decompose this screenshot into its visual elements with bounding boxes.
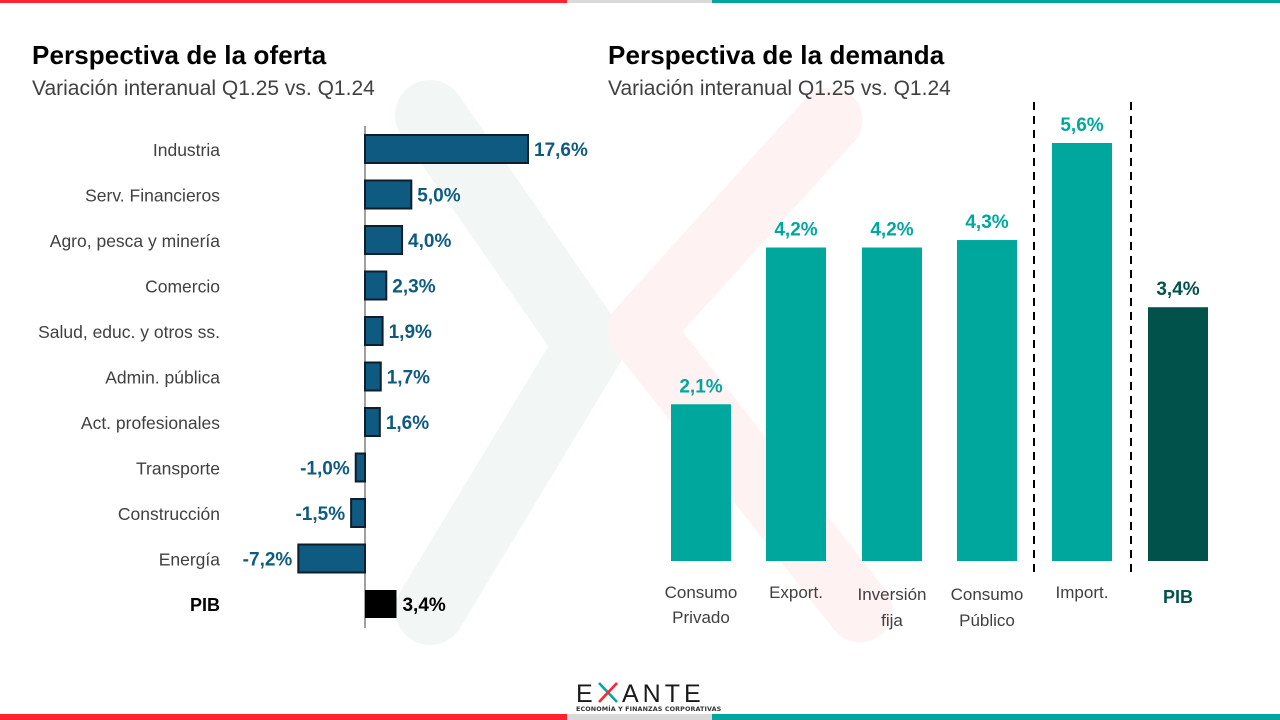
exante-logo: E ANTE ECONOMÍA Y FINANZAS CORPORATIVAS	[560, 676, 722, 713]
supply-value-label: -1,5%	[295, 504, 345, 525]
supply-category-label: Comercio	[145, 277, 220, 297]
logo-tagline: ECONOMÍA Y FINANZAS CORPORATIVAS	[576, 705, 722, 713]
top-stripe-red	[0, 0, 567, 3]
supply-value-label: 3,4%	[402, 595, 445, 616]
supply-category-label: Agro, pesca y minería	[50, 231, 220, 251]
logo-wordmark-ante: ANTE	[622, 680, 705, 708]
supply-value-label: 5,0%	[417, 186, 460, 207]
supply-category-label: Construcción	[118, 504, 220, 524]
demand-category-label: Import.	[1056, 583, 1109, 602]
demand-category-label: Privado	[672, 608, 730, 627]
supply-bar	[364, 270, 388, 301]
demand-bar-pib	[1148, 307, 1208, 561]
demand-category-label: fija	[881, 611, 903, 630]
demand-category-label: Público	[959, 611, 1015, 630]
supply-bar	[364, 407, 381, 437]
demand-bar	[766, 247, 826, 561]
bottom-stripe-red	[0, 714, 567, 720]
right-panel-subtitle: Variación interanual Q1.25 vs. Q1.24	[608, 77, 951, 100]
left-panel-subtitle: Variación interanual Q1.25 vs. Q1.24	[32, 77, 375, 100]
demand-value-label: 4,2%	[774, 220, 817, 241]
supply-value-label: 17,6%	[534, 140, 588, 161]
supply-bar	[297, 543, 366, 574]
left-panel-title: Perspectiva de la oferta	[32, 40, 327, 70]
demand-bar	[1052, 143, 1112, 561]
supply-category-label: PIB	[190, 595, 220, 615]
supply-value-label: -7,2%	[243, 550, 293, 571]
watermark-green-chevron	[395, 80, 625, 645]
supply-category-label: Industria	[153, 140, 220, 160]
demand-value-label: 4,3%	[965, 212, 1008, 233]
demand-value-label: 2,1%	[679, 376, 722, 397]
right-panel-title: Perspectiva de la demanda	[608, 40, 945, 70]
supply-bar	[350, 498, 366, 528]
demand-value-label: 4,2%	[870, 220, 913, 241]
top-stripe-teal	[712, 0, 1280, 3]
supply-bar	[364, 225, 404, 255]
top-stripe-gray	[567, 0, 712, 3]
bottom-stripe-gray	[567, 714, 712, 720]
supply-category-label: Act. profesionales	[81, 413, 220, 433]
supply-bar	[364, 179, 413, 210]
supply-bar	[364, 361, 382, 392]
logo-x-mark: E ANTE	[576, 680, 705, 708]
supply-value-label: 2,3%	[392, 277, 435, 298]
bottom-stripe-teal	[712, 714, 1280, 720]
supply-bar-pib	[365, 590, 397, 618]
demand-category-label: Export.	[769, 583, 823, 602]
supply-category-label: Transporte	[136, 459, 220, 479]
logo-letter-e: E	[576, 680, 593, 708]
supply-value-label: 1,6%	[386, 413, 429, 434]
demand-bar	[862, 247, 922, 561]
supply-category-label: Salud, educ. y otros ss.	[38, 322, 220, 342]
supply-value-label: 4,0%	[408, 231, 451, 252]
supply-bar	[354, 452, 367, 483]
supply-bar	[364, 134, 529, 164]
logo-x-red-stroke	[598, 682, 618, 703]
demand-category-label: PIB	[1163, 587, 1193, 607]
supply-value-label: -1,0%	[300, 459, 350, 480]
supply-category-label: Admin. pública	[105, 368, 220, 388]
demand-value-label: 3,4%	[1156, 279, 1199, 300]
demand-bar	[957, 240, 1017, 562]
demand-bar	[671, 404, 731, 561]
top-stripe	[0, 0, 1280, 3]
bottom-stripe	[0, 714, 1280, 720]
supply-bar	[364, 316, 384, 346]
supply-category-label: Serv. Financieros	[85, 186, 220, 206]
demand-value-label: 5,6%	[1060, 115, 1103, 136]
demand-category-label: Consumo	[951, 585, 1024, 604]
supply-category-label: Energía	[159, 550, 221, 570]
supply-value-label: 1,9%	[389, 322, 432, 343]
supply-value-label: 1,7%	[387, 368, 430, 389]
demand-category-label: Inversión	[858, 585, 927, 604]
demand-category-label: Consumo	[665, 583, 738, 602]
